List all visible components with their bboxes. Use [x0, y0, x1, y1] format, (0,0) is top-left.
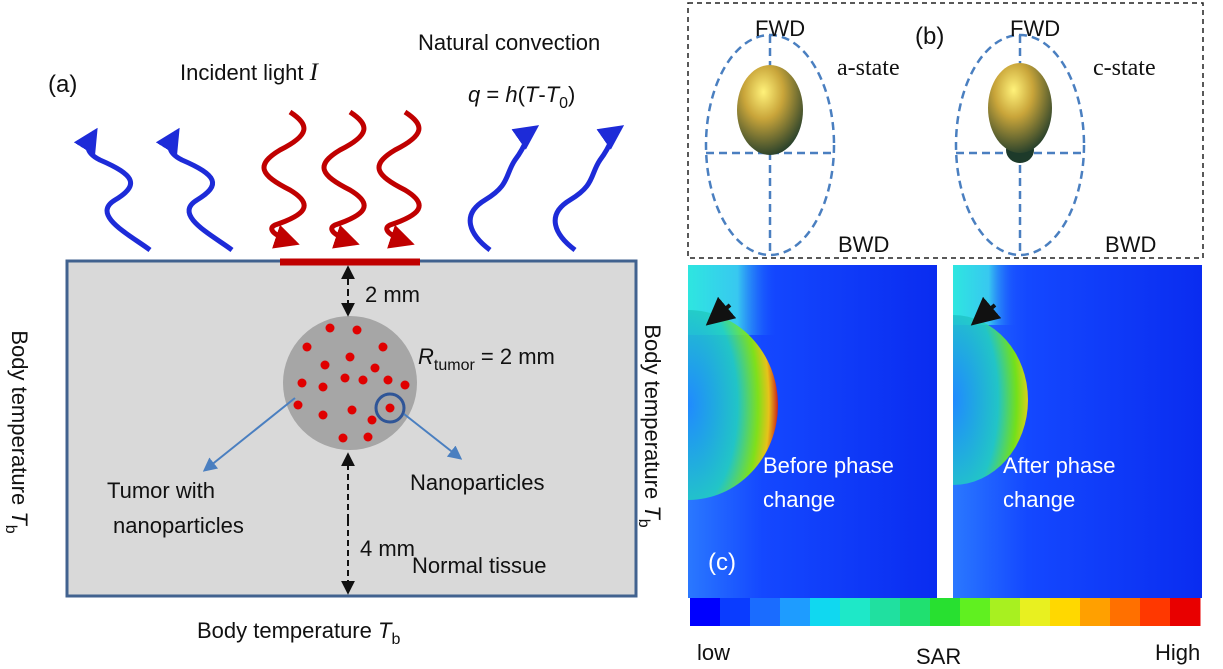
colorbar-segment: [900, 598, 931, 626]
dot: [326, 324, 335, 333]
formula-part: ): [568, 82, 575, 107]
formula-part: q: [468, 82, 481, 107]
formula-part: h: [505, 82, 517, 107]
dot: [303, 343, 312, 352]
colorbar-segment: [1170, 598, 1201, 626]
convection-formula: q = h(T-T0): [468, 82, 575, 112]
dot: [401, 381, 410, 390]
boundary-label: Body temperature Tb: [2, 330, 32, 533]
panel-a: (a) Incident light I Natural convection …: [2, 30, 665, 648]
tissue-label: Normal tissue: [412, 553, 546, 578]
boundary-label: Body temperature Tb: [635, 324, 665, 527]
text: Incident light: [180, 60, 310, 85]
caption: After phase: [1003, 453, 1116, 478]
panel-b: FWD BWD a-state (b) FWD BWD c-state: [688, 3, 1203, 258]
colorbar-segment: [810, 598, 841, 626]
colorbar-segment: [990, 598, 1021, 626]
subscript: b: [391, 631, 400, 648]
subscript: tumor: [434, 357, 476, 374]
colorbar-segment: [1140, 598, 1171, 626]
tumor-label: Tumor with: [107, 478, 215, 503]
dot: [339, 434, 348, 443]
top-distance: 2 mm: [365, 282, 420, 307]
symbol: I: [309, 59, 320, 86]
colorbar-segment: [750, 598, 781, 626]
fwd-label: FWD: [1010, 16, 1060, 41]
symbol: R: [418, 344, 434, 369]
colorbar-segment: [1050, 598, 1081, 626]
dot: [321, 361, 330, 370]
text: Body temperature: [197, 618, 378, 643]
tumor-label: nanoparticles: [113, 513, 244, 538]
text: Body temperature: [640, 324, 665, 505]
panel-c: Before phase change After phase change (…: [688, 265, 1202, 669]
pattern-c: [988, 63, 1052, 153]
dot: [368, 416, 377, 425]
dot: [353, 326, 362, 335]
dot: [319, 411, 328, 420]
colorbar-segment: [960, 598, 991, 626]
fwd-label: FWD: [755, 16, 805, 41]
light-arrows: [264, 112, 419, 243]
nanoparticles-label: Nanoparticles: [410, 470, 545, 495]
caption: change: [1003, 487, 1075, 512]
dot: [364, 433, 373, 442]
colorbar-segment: [1080, 598, 1111, 626]
colorbar: [690, 598, 1201, 626]
panel-label: (b): [915, 23, 944, 50]
colorbar-segment: [780, 598, 811, 626]
colorbar-segment: [690, 598, 721, 626]
colorbar-segment: [1110, 598, 1141, 626]
panel-label: (c): [708, 549, 736, 576]
state-label: a-state: [837, 55, 900, 81]
pattern-a: [737, 65, 803, 155]
dot: [348, 406, 357, 415]
caption: change: [763, 487, 835, 512]
convection-arrows: [88, 128, 620, 250]
dot: [319, 383, 328, 392]
incident-light: Incident light I: [180, 59, 320, 86]
boundary-label: Body temperature Tb: [197, 618, 400, 648]
state-label: c-state: [1093, 55, 1156, 81]
bottom-distance: 4 mm: [360, 536, 415, 561]
dot: [371, 364, 380, 373]
colorbar-segment: [840, 598, 871, 626]
colorbar-segment: [720, 598, 751, 626]
dot: [298, 379, 307, 388]
bwd-label: BWD: [1105, 232, 1156, 257]
formula-part: 0: [559, 95, 568, 112]
colorbar-title: SAR: [916, 644, 961, 669]
colorbar-high: High: [1155, 640, 1200, 665]
text: = 2 mm: [475, 344, 555, 369]
figure: (a) Incident light I Natural convection …: [0, 0, 1223, 669]
colorbar-low: low: [697, 640, 730, 665]
dot: [386, 404, 395, 413]
subscript: b: [2, 525, 19, 534]
panel-label: (a): [48, 71, 77, 98]
text: Body temperature: [7, 330, 32, 511]
dot: [294, 401, 303, 410]
convection-title: Natural convection: [418, 30, 600, 55]
dot: [346, 353, 355, 362]
formula-part: -: [538, 82, 545, 107]
dot: [341, 374, 350, 383]
colorbar-segment: [1020, 598, 1051, 626]
colorbar-segment: [870, 598, 901, 626]
dot: [384, 376, 393, 385]
dot: [379, 343, 388, 352]
formula-part: =: [480, 82, 505, 107]
colorbar-segment: [930, 598, 961, 626]
dot: [359, 376, 368, 385]
subscript: b: [635, 519, 652, 528]
caption: Before phase: [763, 453, 894, 478]
bwd-label: BWD: [838, 232, 889, 257]
